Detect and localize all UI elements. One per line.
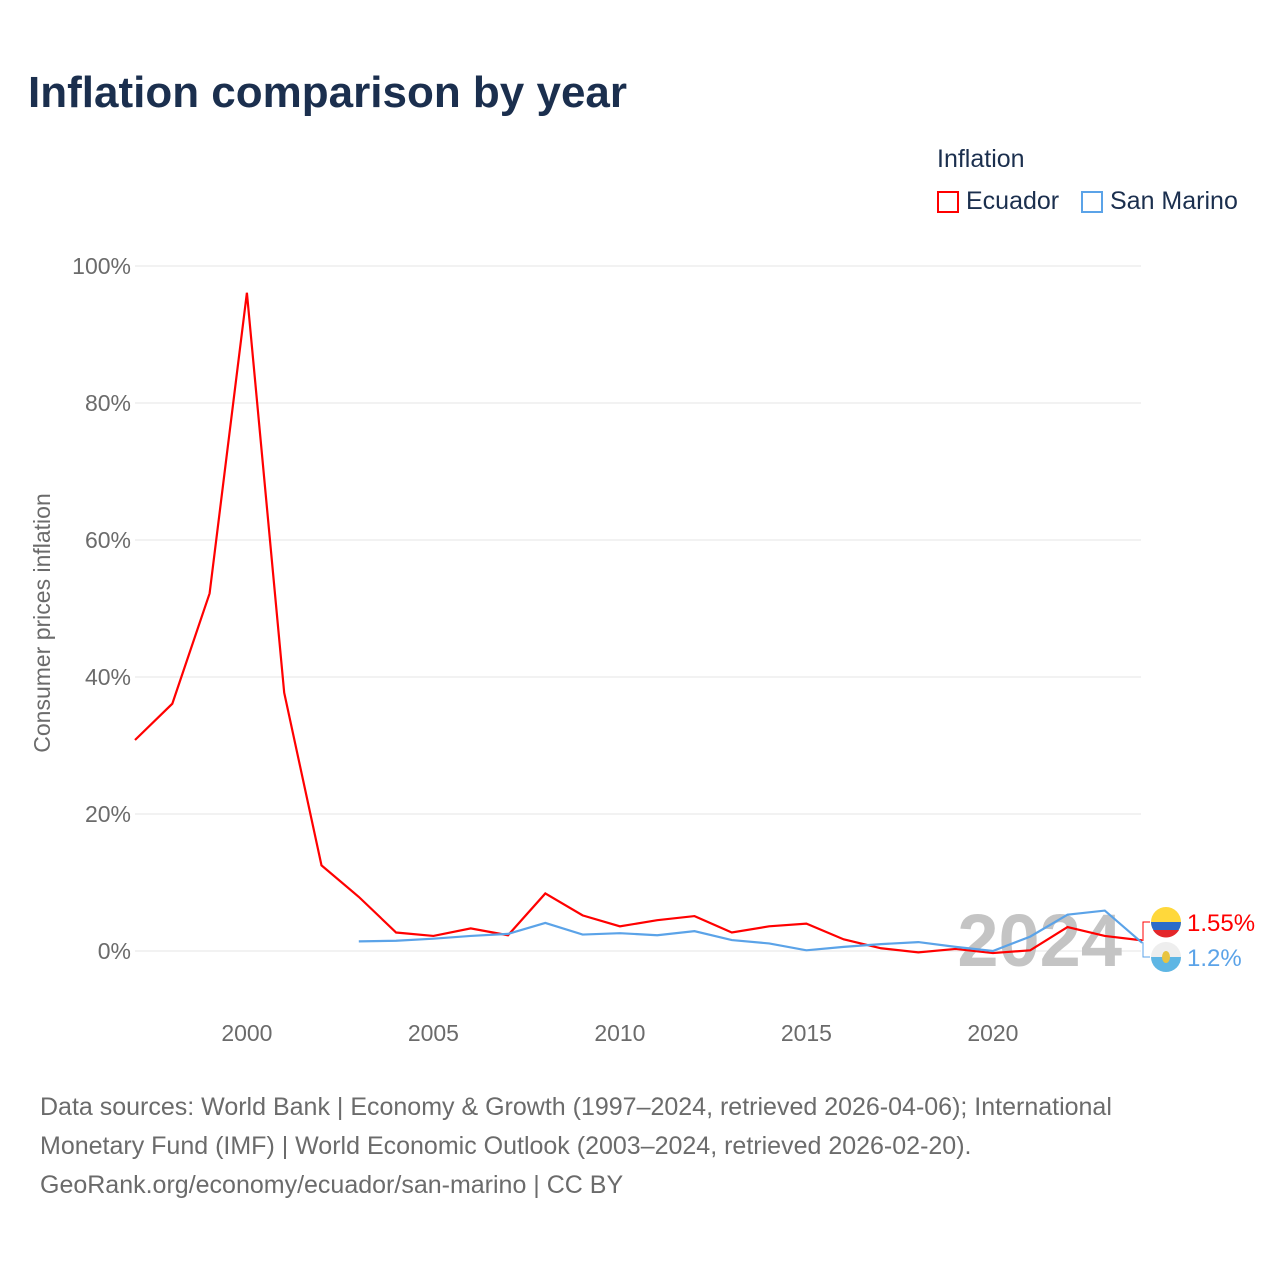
legend-label: Ecuador (966, 187, 1060, 215)
end-value-label: 1.2% (1187, 945, 1242, 972)
year-watermark: 2024 (957, 899, 1122, 982)
footer-line: Data sources: World Bank | Economy & Gro… (40, 1093, 1112, 1121)
san-marino-flag-icon (1151, 942, 1181, 972)
chart-title: Inflation comparison by year (28, 68, 628, 117)
series-line-san-marino (358, 909, 1143, 953)
footer-line[interactable]: GeoRank.org/economy/ecuador/san-marino |… (40, 1171, 624, 1199)
y-axis-label: Consumer prices inflation (29, 493, 55, 753)
series-line-ecuador (134, 292, 1143, 955)
y-tick-label: 100% (72, 253, 131, 279)
y-tick-label: 40% (85, 664, 131, 690)
x-tick-label: 2015 (781, 1020, 832, 1046)
legend-label: San Marino (1110, 187, 1238, 215)
legend-item-ecuador[interactable]: Ecuador (937, 187, 1059, 216)
end-value-label: 1.55% (1187, 910, 1255, 937)
x-tick-label: 2020 (967, 1020, 1018, 1046)
y-tick-label: 60% (85, 527, 131, 553)
footer-sources: Data sources: World Bank | Economy & Gro… (40, 1088, 1240, 1205)
footer-line: Monetary Fund (IMF) | World Economic Out… (40, 1132, 972, 1160)
ecuador-flag-icon (1151, 907, 1181, 938)
x-tick-label: 2000 (221, 1020, 272, 1046)
legend-title: Inflation (937, 145, 1025, 173)
legend-swatch-ecuador (937, 190, 959, 213)
legend-item-san-marino[interactable]: San Marino (1081, 187, 1238, 216)
y-tick-label: 0% (98, 938, 131, 964)
y-tick-label: 80% (85, 390, 131, 416)
y-tick-label: 20% (85, 801, 131, 827)
end-label-connector (1142, 921, 1150, 941)
legend-swatch-san-marino (1081, 190, 1103, 213)
x-tick-label: 2010 (594, 1020, 645, 1046)
end-label-connector (1142, 942, 1150, 958)
x-tick-label: 2005 (408, 1020, 459, 1046)
